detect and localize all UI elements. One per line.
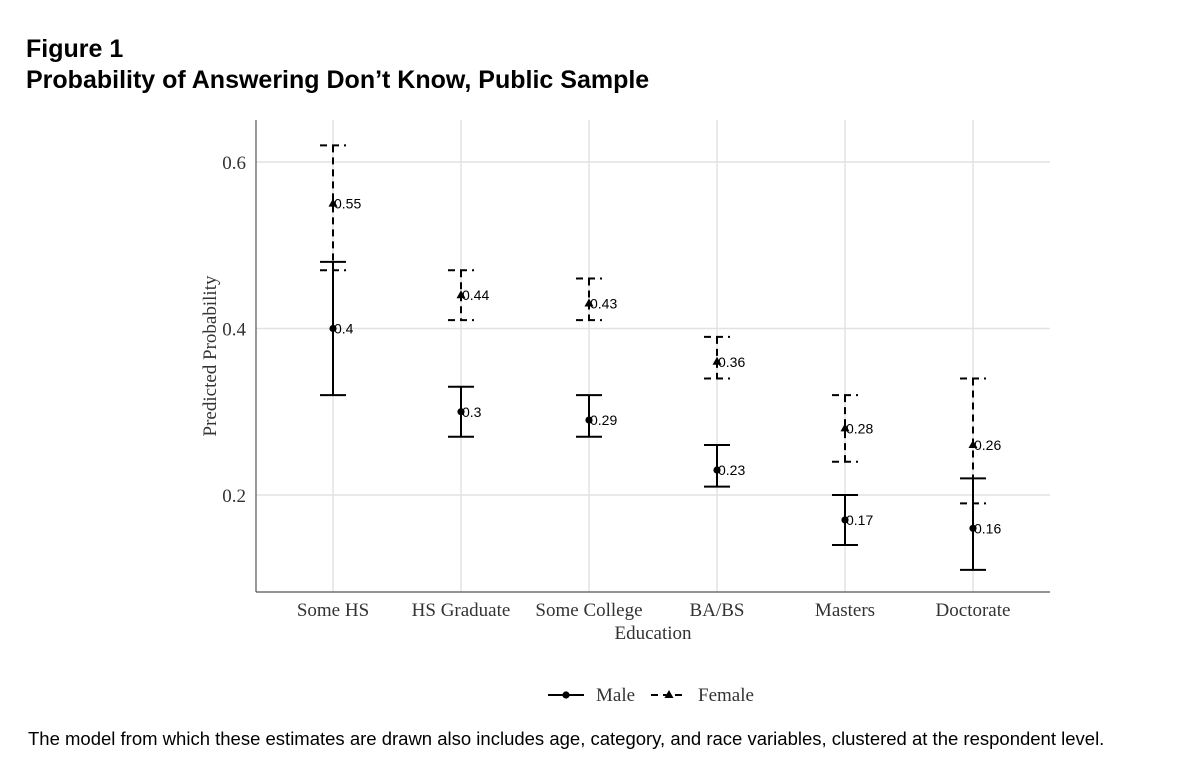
error-bar-chart: 0.2 0.4 0.6 Some HS HS Graduate Some College…: [200, 120, 1050, 706]
data-label: 0.23: [718, 462, 745, 478]
data-series: 0.40.30.290.230.170.160.550.440.430.360.…: [320, 144, 1001, 571]
legend-female-label: Female: [698, 685, 754, 706]
series-male: 0.4 0.3 0.29 0.23 0.17 0.16: [320, 260, 1001, 571]
data-point: [713, 466, 721, 474]
data-point: [457, 408, 465, 416]
legend-female-marker: [664, 690, 674, 698]
x-axis-title: Education: [614, 623, 692, 644]
data-point: [328, 198, 338, 207]
y-axis-title: Predicted Probability: [200, 275, 221, 436]
figure-title-text: Probability of Answering Don’t Know, Pub…: [26, 66, 650, 94]
x-tick-label: Masters: [815, 600, 875, 621]
data-point: [969, 524, 977, 532]
data-point: [968, 440, 978, 449]
x-tick-label: Some HS: [297, 600, 369, 621]
data-label: 0.3: [462, 404, 482, 420]
grid-lines: [256, 120, 1050, 592]
data-point: [456, 290, 466, 299]
data-label: 0.17: [846, 512, 873, 528]
y-tick-label: 0.4: [222, 320, 246, 341]
legend: Male Female: [548, 685, 754, 706]
legend-male-label: Male: [596, 685, 635, 706]
data-point: [585, 416, 593, 424]
data-label: 0.4: [334, 321, 354, 337]
y-tick-label: 0.2: [222, 486, 246, 507]
figure-label: Figure 1: [26, 35, 124, 63]
data-point: [841, 516, 849, 524]
y-tick-labels: 0.2 0.4 0.6: [222, 153, 246, 507]
x-tick-label: BA/BS: [690, 600, 745, 621]
data-label: 0.36: [718, 354, 745, 370]
legend-male-marker: [562, 691, 570, 699]
x-tick-labels: Some HS HS Graduate Some College BA/BS Maste…: [297, 600, 1011, 621]
y-tick-label: 0.6: [222, 153, 246, 174]
data-point: [584, 298, 594, 307]
data-label: 0.16: [974, 520, 1001, 536]
data-point: [712, 356, 722, 365]
x-tick-label: Doctorate: [936, 600, 1011, 621]
data-label: 0.26: [974, 437, 1001, 453]
x-tick-label: HS Graduate: [412, 600, 511, 621]
data-label: 0.55: [334, 196, 361, 212]
data-label: 0.43: [590, 296, 617, 312]
data-label: 0.28: [846, 420, 873, 436]
data-label: 0.29: [590, 412, 617, 428]
data-point: [840, 423, 850, 432]
data-point: [329, 324, 337, 333]
x-tick-label: Some College: [535, 600, 642, 621]
series-female: 0.55 0.44 0.43 0.36 0.28 0.26: [320, 144, 1001, 505]
figure-title: Figure 1 Probability of Answering Don’t …: [26, 34, 649, 96]
data-label: 0.44: [462, 287, 489, 303]
figure-caption: The model from which these estimates are…: [28, 728, 1105, 749]
